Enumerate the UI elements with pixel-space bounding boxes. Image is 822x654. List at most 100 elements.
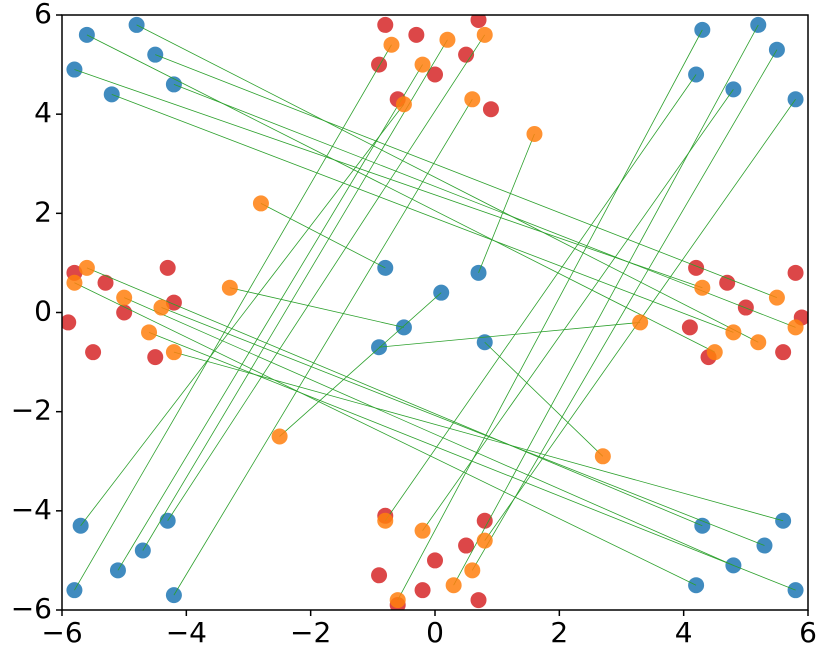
link-line [74,44,392,591]
link-line [484,341,604,457]
point [66,274,83,291]
link-line [86,34,715,353]
point [787,319,804,336]
link-line [161,307,765,546]
link-line [148,331,796,591]
point [706,344,723,361]
link-line [173,99,473,596]
x-tick-label: −6 [41,616,82,649]
y-tick-label: −4 [11,493,52,526]
link-line [397,29,703,601]
point [78,259,95,276]
point [252,195,269,212]
point [768,289,785,306]
point [159,259,176,276]
point [62,314,77,331]
point [476,26,493,43]
x-tick-label: −4 [166,616,207,649]
point [85,344,102,361]
point [632,314,649,331]
link-line [111,93,734,333]
point [470,592,487,609]
link-line [155,54,778,298]
point [458,537,475,554]
link-line [142,39,448,551]
point [750,334,767,351]
point [725,324,742,341]
point [719,274,736,291]
point [408,26,425,43]
point [271,428,288,445]
link-line [279,292,442,437]
point [389,592,406,609]
point [97,274,114,291]
point [165,344,182,361]
point [383,36,400,53]
y-tick-label: −6 [11,592,52,625]
point [165,294,182,311]
point [482,101,499,118]
point [750,16,767,33]
point [221,279,238,296]
point [371,56,388,73]
y-tick-label: 6 [34,0,52,30]
link-line [80,104,405,526]
point [414,522,431,539]
link-line [384,74,697,521]
point [414,56,431,73]
x-tick-label: −2 [290,616,331,649]
y-tick-label: −2 [11,394,52,427]
x-tick-label: 6 [799,616,817,649]
link-line [117,64,423,571]
point [464,562,481,579]
point [688,259,705,276]
x-tick-label: 4 [675,616,693,649]
point [439,31,456,48]
point [464,91,481,108]
x-tick-label: 2 [550,616,568,649]
point [594,448,611,465]
link-line [229,287,405,328]
point [476,512,493,529]
point [470,15,487,28]
link-line [74,69,703,289]
point [775,344,792,361]
point [787,264,804,281]
link-line [74,282,697,586]
point [141,324,158,341]
point [458,46,475,63]
link-line [260,203,386,269]
point [153,299,170,316]
point [681,319,698,336]
point [395,96,412,113]
plot-area [62,15,808,610]
link-line [136,24,759,343]
point [526,126,543,142]
y-tick-label: 4 [34,96,52,129]
link-line [86,267,703,527]
link-line [422,89,734,531]
link-line [173,351,784,522]
x-tick-label: 0 [426,616,444,649]
link-line [167,34,486,521]
y-tick-label: 0 [34,295,52,328]
point [414,582,431,599]
point [476,532,493,549]
point [377,16,394,33]
point [371,567,388,584]
link-line [478,133,535,273]
link-line [471,49,778,571]
point [377,512,394,529]
point [427,552,443,569]
link-line [379,322,641,348]
point [694,279,711,296]
link-line [124,297,734,566]
y-tick-label: 2 [34,195,52,228]
link-line [173,84,796,328]
point [116,289,133,306]
point [128,16,145,33]
point [445,577,462,594]
point [147,349,164,366]
point [427,66,443,83]
